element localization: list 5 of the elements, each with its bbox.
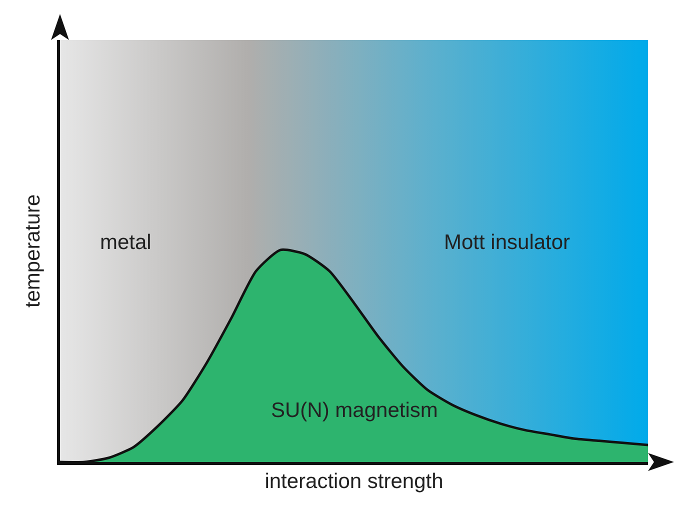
annotation: metal <box>100 231 152 254</box>
y-axis-title: temperature <box>21 194 44 308</box>
x-axis-title: interaction strength <box>264 470 444 493</box>
annotation: SU(N) magnetism <box>271 399 438 422</box>
annotation: Mott insulator <box>444 231 570 254</box>
